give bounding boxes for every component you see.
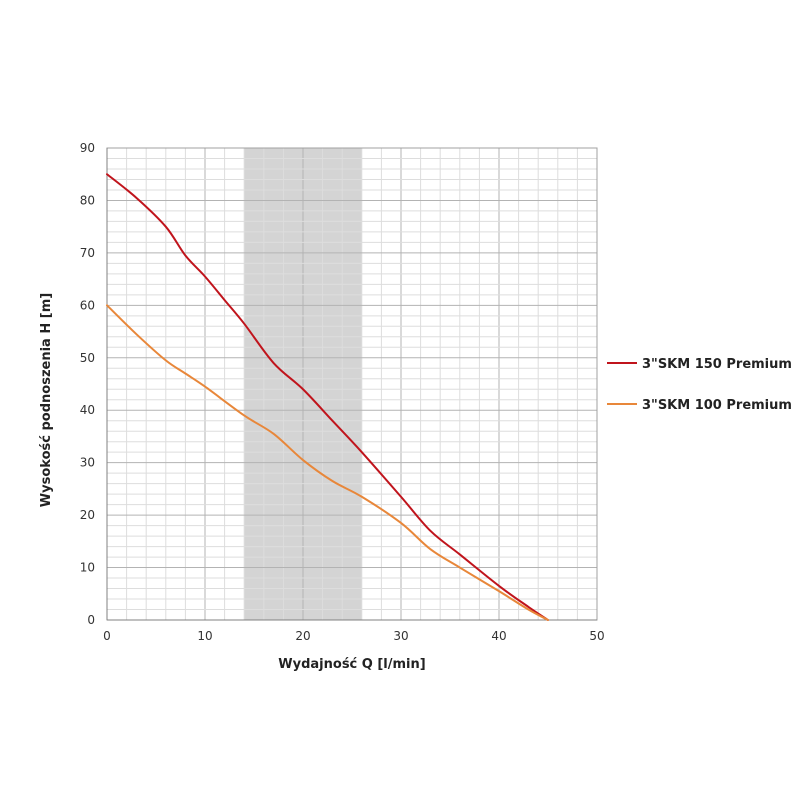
x-tick-label: 10 — [197, 629, 212, 643]
x-tick-label: 0 — [103, 629, 111, 643]
y-tick-label: 40 — [80, 403, 95, 417]
y-axis-title: Wysokość podnoszenia H [m] — [39, 293, 54, 507]
y-tick-label: 30 — [80, 456, 95, 470]
x-tick-label: 20 — [295, 629, 310, 643]
x-tick-label: 30 — [393, 629, 408, 643]
x-axis-title: Wydajność Q [l/min] — [278, 657, 425, 672]
y-tick-label: 80 — [80, 193, 95, 207]
y-tick-label: 50 — [80, 351, 95, 365]
series-line-0 — [106, 173, 549, 621]
series-line-1 — [106, 304, 549, 621]
x-tick-label: 40 — [491, 629, 506, 643]
legend-label-skm100: 3"SKM 100 Premium — [642, 398, 792, 413]
y-tick-label: 20 — [80, 508, 95, 522]
x-tick-label: 50 — [589, 629, 604, 643]
y-tick-label: 60 — [80, 298, 95, 312]
y-tick-label: 70 — [80, 246, 95, 260]
y-tick-label: 10 — [80, 561, 95, 575]
y-tick-label: 90 — [80, 141, 95, 155]
legend: 3"SKM 150 Premium 3"SKM 100 Premium — [607, 357, 792, 413]
y-tick-label: 0 — [87, 613, 95, 627]
legend-label-skm150: 3"SKM 150 Premium — [642, 357, 792, 372]
